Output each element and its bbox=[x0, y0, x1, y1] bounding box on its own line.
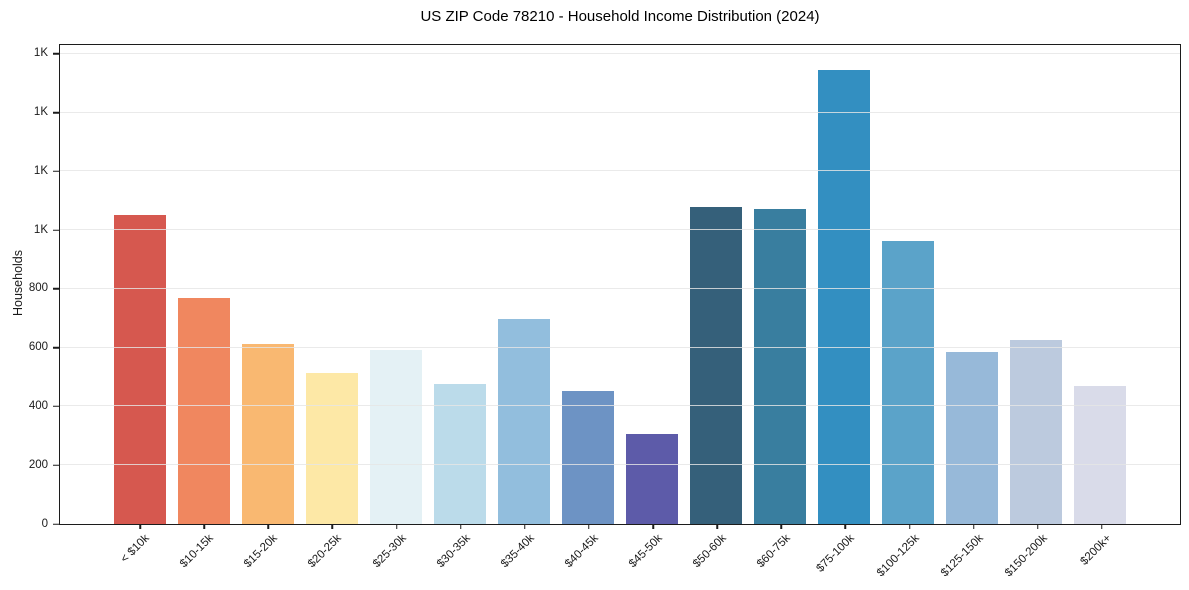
x-tick-mark bbox=[139, 524, 141, 529]
x-tick-label: $150-200k bbox=[1002, 532, 1050, 580]
bar-slot bbox=[684, 45, 748, 524]
x-tick-mark bbox=[1037, 524, 1039, 529]
bar bbox=[370, 350, 422, 524]
bar bbox=[178, 297, 230, 524]
bar-slot bbox=[876, 45, 940, 524]
bar bbox=[690, 207, 742, 524]
bar bbox=[306, 372, 358, 524]
bar-slot bbox=[364, 45, 428, 524]
x-tick-mark bbox=[780, 524, 783, 529]
x-tick-mark bbox=[459, 524, 462, 529]
bar-slot bbox=[1004, 45, 1068, 524]
bars bbox=[60, 45, 1180, 524]
y-tick-label: 1K bbox=[33, 223, 48, 236]
x-tick-label: $50-60k bbox=[691, 532, 729, 571]
x-tick-label: $30-35k bbox=[434, 532, 473, 571]
bar-slot bbox=[492, 45, 556, 524]
y-tick-label: 1K bbox=[33, 47, 48, 60]
x-tick-mark bbox=[203, 524, 205, 529]
x-tick-label: $35-40k bbox=[498, 532, 537, 571]
x-tick-label: $75-100k bbox=[814, 532, 858, 575]
x-tick-label: $10-15k bbox=[178, 532, 216, 571]
x-tick-mark bbox=[844, 524, 847, 529]
x-axis-labels: < $10k $10-15k $15-20k $20-25k $25-30k $30-35… bbox=[60, 524, 1180, 584]
x-tick-label: $200k+ bbox=[1078, 532, 1114, 568]
bar-slot bbox=[172, 45, 236, 524]
bar-slot bbox=[748, 45, 812, 524]
bar-slot bbox=[1068, 45, 1132, 524]
x-tick-mark bbox=[716, 524, 718, 529]
bar bbox=[818, 69, 870, 524]
y-tick-mark bbox=[53, 346, 59, 349]
y-tick-label: 200 bbox=[28, 458, 48, 471]
x-tick-mark bbox=[395, 524, 398, 529]
x-tick-mark bbox=[524, 524, 526, 529]
x-tick-label: $40-45k bbox=[562, 532, 601, 571]
plot-area: 0 200 400 600 800 1K 1K 1K 1K < $10k $10-15k $15-2… bbox=[29, 44, 1181, 579]
x-tick-mark bbox=[588, 524, 590, 529]
y-tick-label: 800 bbox=[28, 282, 48, 295]
x-tick-mark bbox=[652, 524, 654, 529]
y-tick-label: 600 bbox=[28, 340, 48, 353]
x-tick-mark bbox=[267, 524, 270, 529]
bar bbox=[946, 352, 998, 524]
bar bbox=[626, 434, 678, 524]
y-tick-label: 1K bbox=[33, 164, 48, 177]
bar bbox=[434, 383, 486, 524]
x-tick-mark bbox=[908, 524, 911, 529]
x-tick-label: $25-30k bbox=[370, 532, 409, 571]
y-tick-mark bbox=[53, 464, 59, 466]
bar-slot bbox=[236, 45, 300, 524]
bar bbox=[562, 391, 614, 524]
y-tick-label: 0 bbox=[41, 517, 48, 530]
y-tick-label: 1K bbox=[33, 105, 48, 118]
bar-slot bbox=[620, 45, 684, 524]
y-tick-mark bbox=[53, 53, 59, 55]
y-tick-mark bbox=[53, 229, 59, 231]
bar-slot bbox=[428, 45, 492, 524]
x-tick-label: $20-25k bbox=[306, 532, 345, 571]
y-tick-label: 400 bbox=[28, 399, 48, 412]
x-tick-mark bbox=[972, 524, 975, 529]
x-tick-label: < $10k bbox=[118, 532, 152, 566]
bar-slot bbox=[812, 45, 876, 524]
bar-slot bbox=[300, 45, 364, 524]
bar-slot bbox=[556, 45, 620, 524]
x-tick-label: $15-20k bbox=[242, 532, 281, 571]
bar-slot bbox=[108, 45, 172, 524]
chart-title: US ZIP Code 78210 - Household Income Dis… bbox=[420, 8, 820, 25]
y-tick-mark bbox=[53, 523, 59, 525]
bar bbox=[114, 215, 166, 524]
x-tick-label: $125-150k bbox=[938, 532, 986, 580]
x-tick-mark bbox=[1101, 524, 1103, 529]
bar bbox=[498, 318, 550, 524]
x-tick-label: $60-75k bbox=[755, 532, 794, 571]
y-tick-mark bbox=[53, 111, 59, 114]
x-tick-label: $45-50k bbox=[626, 532, 665, 571]
x-tick-mark bbox=[331, 524, 334, 529]
y-tick-mark bbox=[53, 405, 59, 408]
bar bbox=[754, 208, 806, 524]
bar-slot bbox=[940, 45, 1004, 524]
y-tick-mark bbox=[53, 170, 59, 173]
bar bbox=[242, 344, 294, 524]
bar bbox=[1010, 339, 1062, 524]
x-tick-label: $100-125k bbox=[874, 532, 922, 580]
y-tick-mark bbox=[53, 288, 59, 290]
bar bbox=[882, 241, 934, 524]
bar bbox=[1074, 386, 1126, 524]
